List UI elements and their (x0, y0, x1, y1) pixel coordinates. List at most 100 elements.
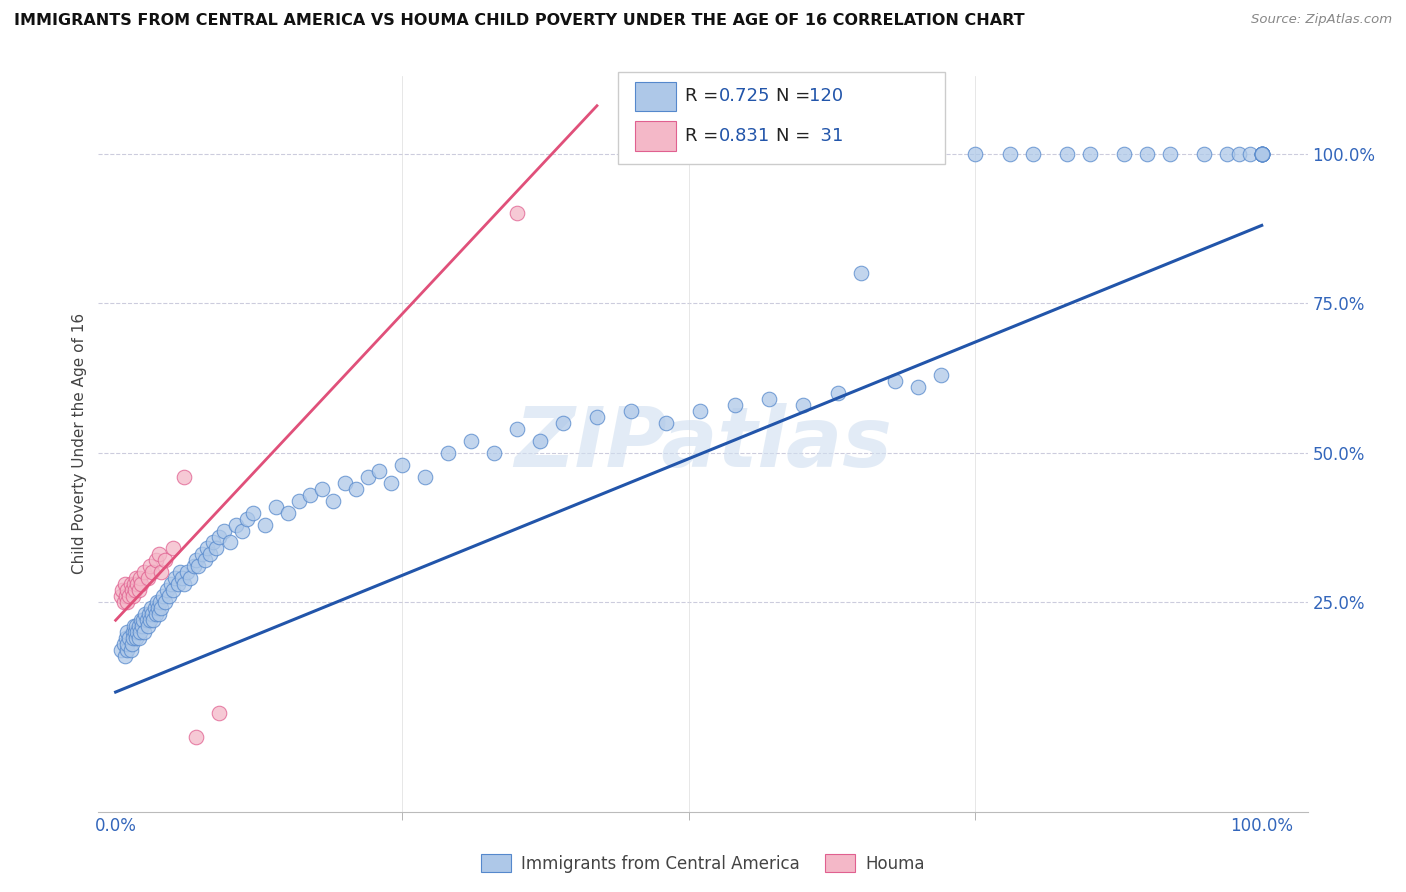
Point (460, 434, 482, 448)
Point (135, 613, 157, 627)
Point (506, 422, 529, 436)
Point (120, 643, 142, 657)
Point (156, 583, 179, 598)
Point (112, 637, 135, 651)
Point (179, 571, 201, 585)
Point (208, 706, 231, 720)
Point (1056, 146, 1078, 161)
Point (1021, 146, 1043, 161)
Point (127, 625, 149, 640)
Point (288, 493, 311, 508)
Point (122, 577, 145, 591)
Point (169, 566, 191, 580)
FancyBboxPatch shape (636, 82, 676, 112)
Point (153, 553, 176, 567)
Point (145, 607, 167, 622)
Point (115, 631, 138, 645)
Point (146, 595, 169, 609)
Point (195, 541, 218, 556)
Point (139, 559, 162, 574)
Point (111, 583, 134, 598)
Point (118, 631, 141, 645)
Point (114, 577, 136, 591)
Point (150, 566, 173, 580)
Point (1078, 146, 1101, 161)
Point (884, 374, 907, 388)
Point (128, 619, 150, 633)
Point (115, 637, 138, 651)
Y-axis label: Child Poverty Under the Age of 16: Child Poverty Under the Age of 16 (72, 313, 87, 574)
Point (115, 595, 138, 609)
Point (827, 385, 849, 400)
Point (142, 613, 165, 627)
Point (159, 577, 181, 591)
Point (125, 571, 148, 585)
Point (139, 613, 162, 627)
Point (165, 571, 187, 585)
Point (136, 619, 159, 633)
Point (134, 566, 156, 580)
Point (121, 631, 143, 645)
Text: 0.725: 0.725 (718, 87, 770, 105)
Text: N =: N = (776, 128, 815, 145)
Point (344, 482, 367, 496)
Point (141, 566, 163, 580)
Point (128, 583, 150, 598)
Point (138, 607, 160, 622)
Point (1250, 146, 1272, 161)
Point (115, 643, 138, 657)
FancyBboxPatch shape (619, 72, 945, 164)
Point (792, 398, 814, 412)
Text: 31: 31 (810, 128, 844, 145)
Point (141, 607, 163, 622)
Point (162, 583, 184, 598)
Point (172, 571, 194, 585)
Point (162, 541, 184, 556)
Point (1250, 146, 1272, 161)
Point (190, 548, 212, 562)
Point (1250, 146, 1272, 161)
Point (183, 559, 205, 574)
Point (655, 416, 678, 430)
Point (112, 595, 135, 609)
Point (128, 631, 150, 645)
Point (202, 535, 225, 549)
Point (131, 619, 153, 633)
Point (1227, 146, 1250, 161)
Point (1250, 146, 1272, 161)
Point (122, 619, 145, 633)
Point (110, 643, 132, 657)
Point (1239, 146, 1261, 161)
Point (110, 590, 132, 604)
Point (205, 541, 228, 556)
Point (148, 607, 170, 622)
Point (849, 266, 872, 280)
Point (1194, 146, 1216, 161)
Point (551, 416, 574, 430)
Point (136, 571, 159, 585)
Point (150, 601, 173, 615)
Point (128, 571, 150, 585)
Point (437, 446, 460, 460)
Point (143, 601, 166, 615)
Point (184, 730, 207, 744)
Point (219, 535, 242, 549)
Text: R =: R = (685, 87, 724, 105)
Point (114, 649, 136, 664)
Point (929, 368, 952, 382)
Point (121, 590, 143, 604)
Point (357, 469, 380, 483)
Point (184, 553, 207, 567)
Point (1250, 146, 1272, 161)
Point (129, 613, 152, 627)
Point (299, 488, 322, 502)
Point (322, 493, 344, 508)
Point (124, 583, 146, 598)
Point (231, 524, 253, 538)
Point (277, 506, 299, 520)
Point (187, 559, 209, 574)
Point (242, 506, 264, 520)
Text: 120: 120 (810, 87, 844, 105)
Point (132, 613, 155, 627)
Point (1136, 146, 1159, 161)
